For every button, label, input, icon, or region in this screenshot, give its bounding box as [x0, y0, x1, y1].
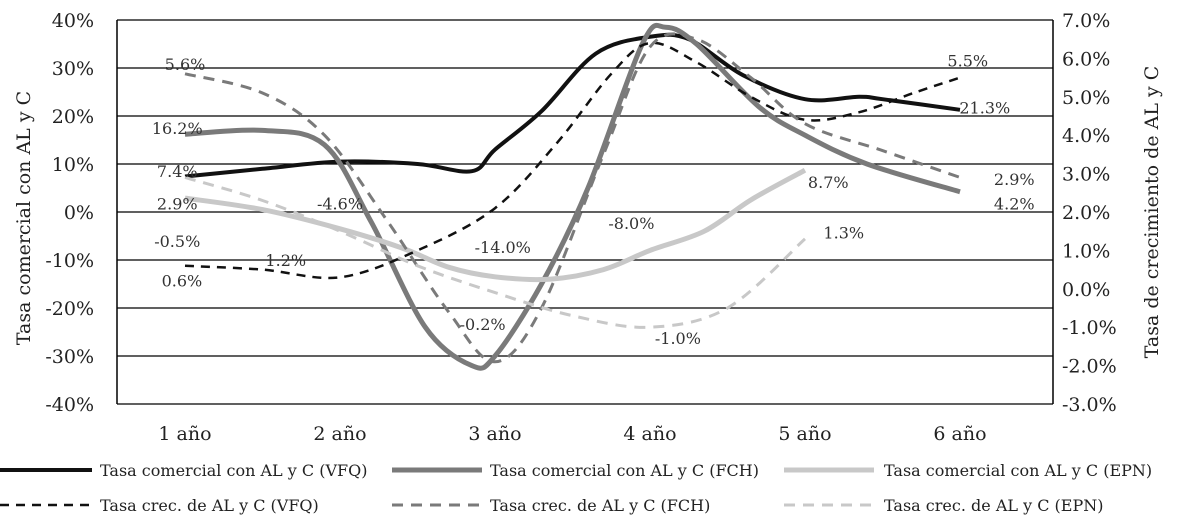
- x-tick-label: 4 año: [623, 423, 676, 445]
- x-tick-label: 5 año: [778, 423, 831, 445]
- x-tick-label: 3 año: [468, 423, 521, 445]
- right-tick-label: 5.0%: [1062, 87, 1110, 109]
- left-tick-label: -20%: [45, 298, 94, 320]
- x-tick-label: 1 año: [158, 423, 211, 445]
- data-label: 21.3%: [959, 98, 1010, 117]
- legend-label: Tasa crec. de AL y C (FCH): [490, 496, 710, 515]
- series-line-5: [184, 32, 961, 364]
- right-axis-label: Tasa de crecimiento de AL y C: [1141, 66, 1163, 359]
- legend-label: Tasa comercial con AL y C (VFQ): [100, 461, 367, 480]
- legend-label: Tasa comercial con AL y C (FCH): [490, 461, 759, 480]
- series-line-4: [184, 41, 961, 280]
- series-line-6: [184, 175, 806, 329]
- data-label: -0.5%: [154, 232, 200, 251]
- data-label: 16.2%: [152, 119, 203, 138]
- right-axis-ticks: -3.0% -2.0% -1.0% 0.0% 1.0% 2.0% 3.0% 4.0% 5.0% 6…: [1062, 10, 1117, 416]
- left-tick-label: -10%: [45, 250, 94, 272]
- series-line-1: [184, 32, 961, 179]
- data-label: 4.2%: [994, 194, 1035, 213]
- right-tick-label: -3.0%: [1062, 394, 1117, 416]
- data-label: -1.0%: [655, 329, 701, 348]
- data-label: 7.4%: [157, 162, 198, 181]
- series-lines: [184, 22, 961, 371]
- series-line-2: [184, 22, 961, 371]
- left-tick-label: 10%: [52, 154, 94, 176]
- right-tick-label: 7.0%: [1062, 10, 1110, 32]
- left-tick-label: -30%: [45, 346, 94, 368]
- data-label: -0.2%: [460, 315, 506, 334]
- right-tick-label: -2.0%: [1062, 356, 1117, 378]
- left-tick-label: 30%: [52, 58, 94, 80]
- data-label: 5.5%: [947, 51, 988, 70]
- left-axis-label: Tasa comercial con AL y C: [13, 91, 35, 345]
- legend-label: Tasa crec. de AL y C (VFQ): [100, 496, 319, 515]
- legend-label: Tasa comercial con AL y C (EPN): [884, 461, 1152, 480]
- right-tick-label: 4.0%: [1062, 125, 1110, 147]
- data-label: 2.9%: [157, 194, 198, 213]
- right-tick-label: 0.0%: [1062, 279, 1110, 301]
- left-tick-label: 20%: [52, 106, 94, 128]
- right-tick-label: 1.0%: [1062, 240, 1110, 262]
- right-tick-label: 3.0%: [1062, 164, 1110, 186]
- x-axis-ticks: 1 año 2 año 3 año 4 año 5 año 6 año: [158, 423, 986, 445]
- left-tick-label: 0%: [64, 202, 94, 224]
- left-tick-label: -40%: [45, 394, 94, 416]
- data-label: -8.0%: [608, 214, 654, 233]
- right-tick-label: 6.0%: [1062, 48, 1110, 70]
- grid-lines: [117, 19, 1053, 405]
- left-axis-ticks: -40% -30% -20% -10% 0% 10% 20% 30% 40%: [45, 10, 94, 416]
- x-tick-label: 6 año: [933, 423, 986, 445]
- data-label: -14.0%: [475, 238, 531, 257]
- data-label: 8.7%: [808, 173, 849, 192]
- series-line-3: [184, 168, 807, 283]
- data-label: -4.6%: [317, 194, 363, 213]
- data-label: 0.6%: [162, 272, 203, 291]
- plot-frame: [116, 20, 1054, 404]
- data-label: 1.2%: [265, 251, 306, 270]
- legend: Tasa comercial con AL y C (VFQ) Tasa come…: [0, 461, 1152, 515]
- right-tick-label: -1.0%: [1062, 317, 1117, 339]
- data-label: 2.9%: [994, 170, 1035, 189]
- legend-label: Tasa crec. de AL y C (EPN): [884, 496, 1103, 515]
- data-label: 1.3%: [823, 224, 864, 243]
- data-labels: 5.6% 16.2% 7.4% 2.9% -0.5% 1.2% 0.6% -4.6% -14.0…: [152, 51, 1035, 348]
- right-tick-label: 2.0%: [1062, 202, 1110, 224]
- data-label: 5.6%: [165, 55, 206, 74]
- left-tick-label: 40%: [52, 10, 94, 32]
- x-tick-label: 2 año: [313, 423, 366, 445]
